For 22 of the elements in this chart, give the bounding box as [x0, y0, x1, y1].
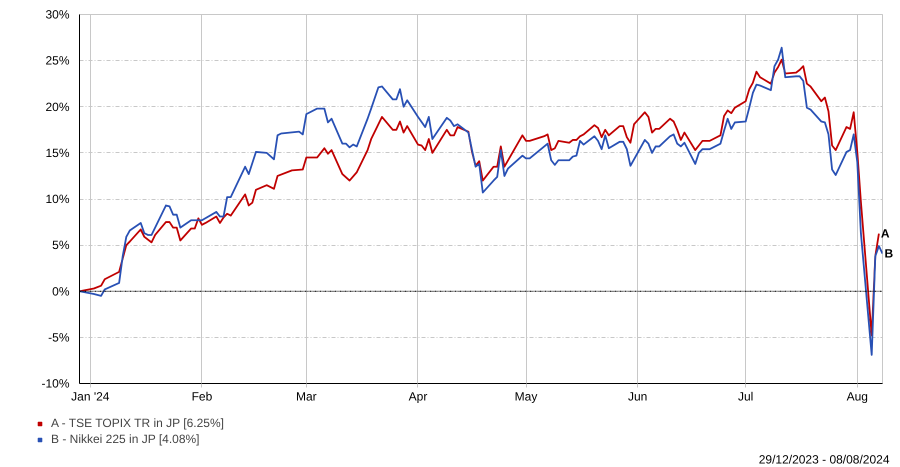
y-tick-label: 5% — [52, 238, 70, 252]
x-tick-label: Jul — [738, 390, 754, 404]
x-tick-label: Apr — [408, 390, 428, 404]
y-tick-label: 25% — [45, 54, 70, 68]
x-tick-label: Feb — [192, 390, 213, 404]
x-tick-label: Mar — [296, 390, 317, 404]
y-tick-label: -5% — [48, 330, 70, 344]
y-tick-label: 20% — [45, 100, 70, 114]
y-tick-label: -10% — [41, 376, 70, 390]
x-tick-label: Aug — [846, 390, 868, 404]
y-tick-label: 30% — [45, 8, 70, 22]
legend-label: B - Nikkei 225 in JP [4.08%] — [51, 432, 200, 446]
y-tick-label: 0% — [52, 284, 70, 298]
legend-label: A - TSE TOPIX TR in JP [6.25%] — [51, 416, 224, 430]
y-tick-label: 15% — [45, 146, 70, 160]
x-tick-label: Jun — [628, 390, 648, 404]
y-tick-label: 10% — [45, 192, 70, 206]
annotation: A — [880, 226, 890, 241]
annotation: B — [884, 246, 894, 261]
x-tick-label: Jan '24 — [71, 390, 110, 404]
x-tick-label: May — [514, 390, 538, 404]
text: 29/12/2023 - 08/08/2024 — [758, 452, 890, 466]
